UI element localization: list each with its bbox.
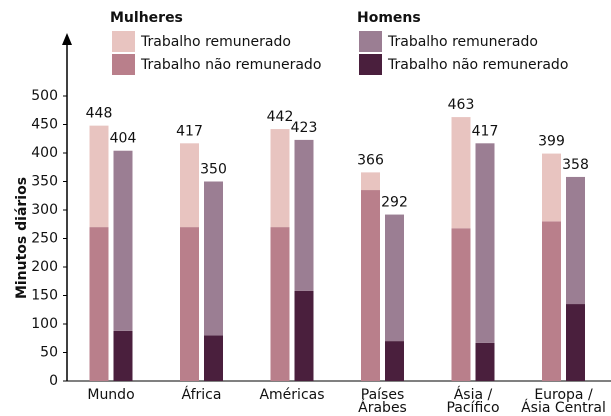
legend-swatch xyxy=(112,54,135,75)
x-tick-label: Mundo xyxy=(87,387,134,403)
total-label: 399 xyxy=(538,134,565,150)
y-tick-label: 0 xyxy=(49,373,58,389)
x-tick-label: Pacífico xyxy=(446,400,499,416)
legend-swatch xyxy=(359,54,382,75)
y-tick-label: 200 xyxy=(31,259,58,275)
legend-label: Trabalho remunerado xyxy=(387,34,538,50)
bar-segment xyxy=(89,125,109,228)
legend-label: Trabalho não remunerado xyxy=(140,57,321,73)
bar-segment xyxy=(89,227,109,381)
total-label: 417 xyxy=(176,123,203,139)
x-tick-label: Países xyxy=(361,387,404,403)
legend-label: Trabalho não remunerado xyxy=(387,57,568,73)
bar-segment xyxy=(361,190,380,381)
bar-segment xyxy=(113,330,133,381)
y-tick-label: 450 xyxy=(31,117,58,133)
total-label: 463 xyxy=(448,97,475,113)
bar-segment xyxy=(475,143,495,343)
bar-segment xyxy=(566,304,585,381)
x-tick-label: África xyxy=(182,386,222,403)
axis-arrow xyxy=(62,33,72,45)
x-tick-label: Ásia / xyxy=(454,386,493,403)
bar-segment xyxy=(270,227,290,381)
bar-segment xyxy=(294,290,314,381)
y-tick-label: 50 xyxy=(40,345,58,361)
total-label: 366 xyxy=(357,152,384,168)
legend-title: Homens xyxy=(357,10,421,26)
legend-label: Trabalho remunerado xyxy=(140,34,291,50)
bar-segment xyxy=(385,341,404,381)
legend-swatch xyxy=(359,31,382,52)
x-tick-label: Árabes xyxy=(358,399,407,416)
total-label: 442 xyxy=(267,109,294,125)
x-tick-label: Ásia Central xyxy=(521,399,606,416)
bar-segment xyxy=(180,143,199,228)
bar-segment xyxy=(475,342,495,381)
bar-segment xyxy=(113,150,133,331)
bar-segment xyxy=(270,129,290,228)
total-label: 417 xyxy=(472,123,499,139)
bar-segment xyxy=(204,335,223,381)
bar-segment xyxy=(180,227,199,381)
total-label: 423 xyxy=(291,120,318,136)
legend-title: Mulheres xyxy=(110,10,183,26)
y-tick-label: 300 xyxy=(31,202,58,218)
y-tick-label: 250 xyxy=(31,231,58,247)
bar-segment xyxy=(566,176,585,305)
bar-segment xyxy=(361,172,380,191)
bar-segment xyxy=(451,228,471,381)
total-label: 448 xyxy=(86,106,113,122)
y-tick-label: 400 xyxy=(31,145,58,161)
bar-segment xyxy=(204,181,223,336)
legend-swatch xyxy=(112,31,135,52)
x-tick-label: Américas xyxy=(259,387,324,403)
y-tick-label: 350 xyxy=(31,174,58,190)
bar-segment xyxy=(542,221,561,381)
total-label: 404 xyxy=(110,131,137,147)
total-label: 292 xyxy=(381,195,408,211)
x-tick-label: Europa / xyxy=(534,387,593,403)
y-axis-label: Minutos diários xyxy=(14,177,30,299)
bar-segment xyxy=(294,139,314,291)
y-tick-label: 100 xyxy=(31,316,58,332)
bar-segment xyxy=(385,214,404,342)
total-label: 350 xyxy=(200,162,227,178)
bar-segment xyxy=(542,153,561,222)
total-label: 358 xyxy=(562,157,589,173)
y-tick-label: 500 xyxy=(31,88,58,104)
bar-segment xyxy=(451,117,471,229)
y-tick-label: 150 xyxy=(31,288,58,304)
